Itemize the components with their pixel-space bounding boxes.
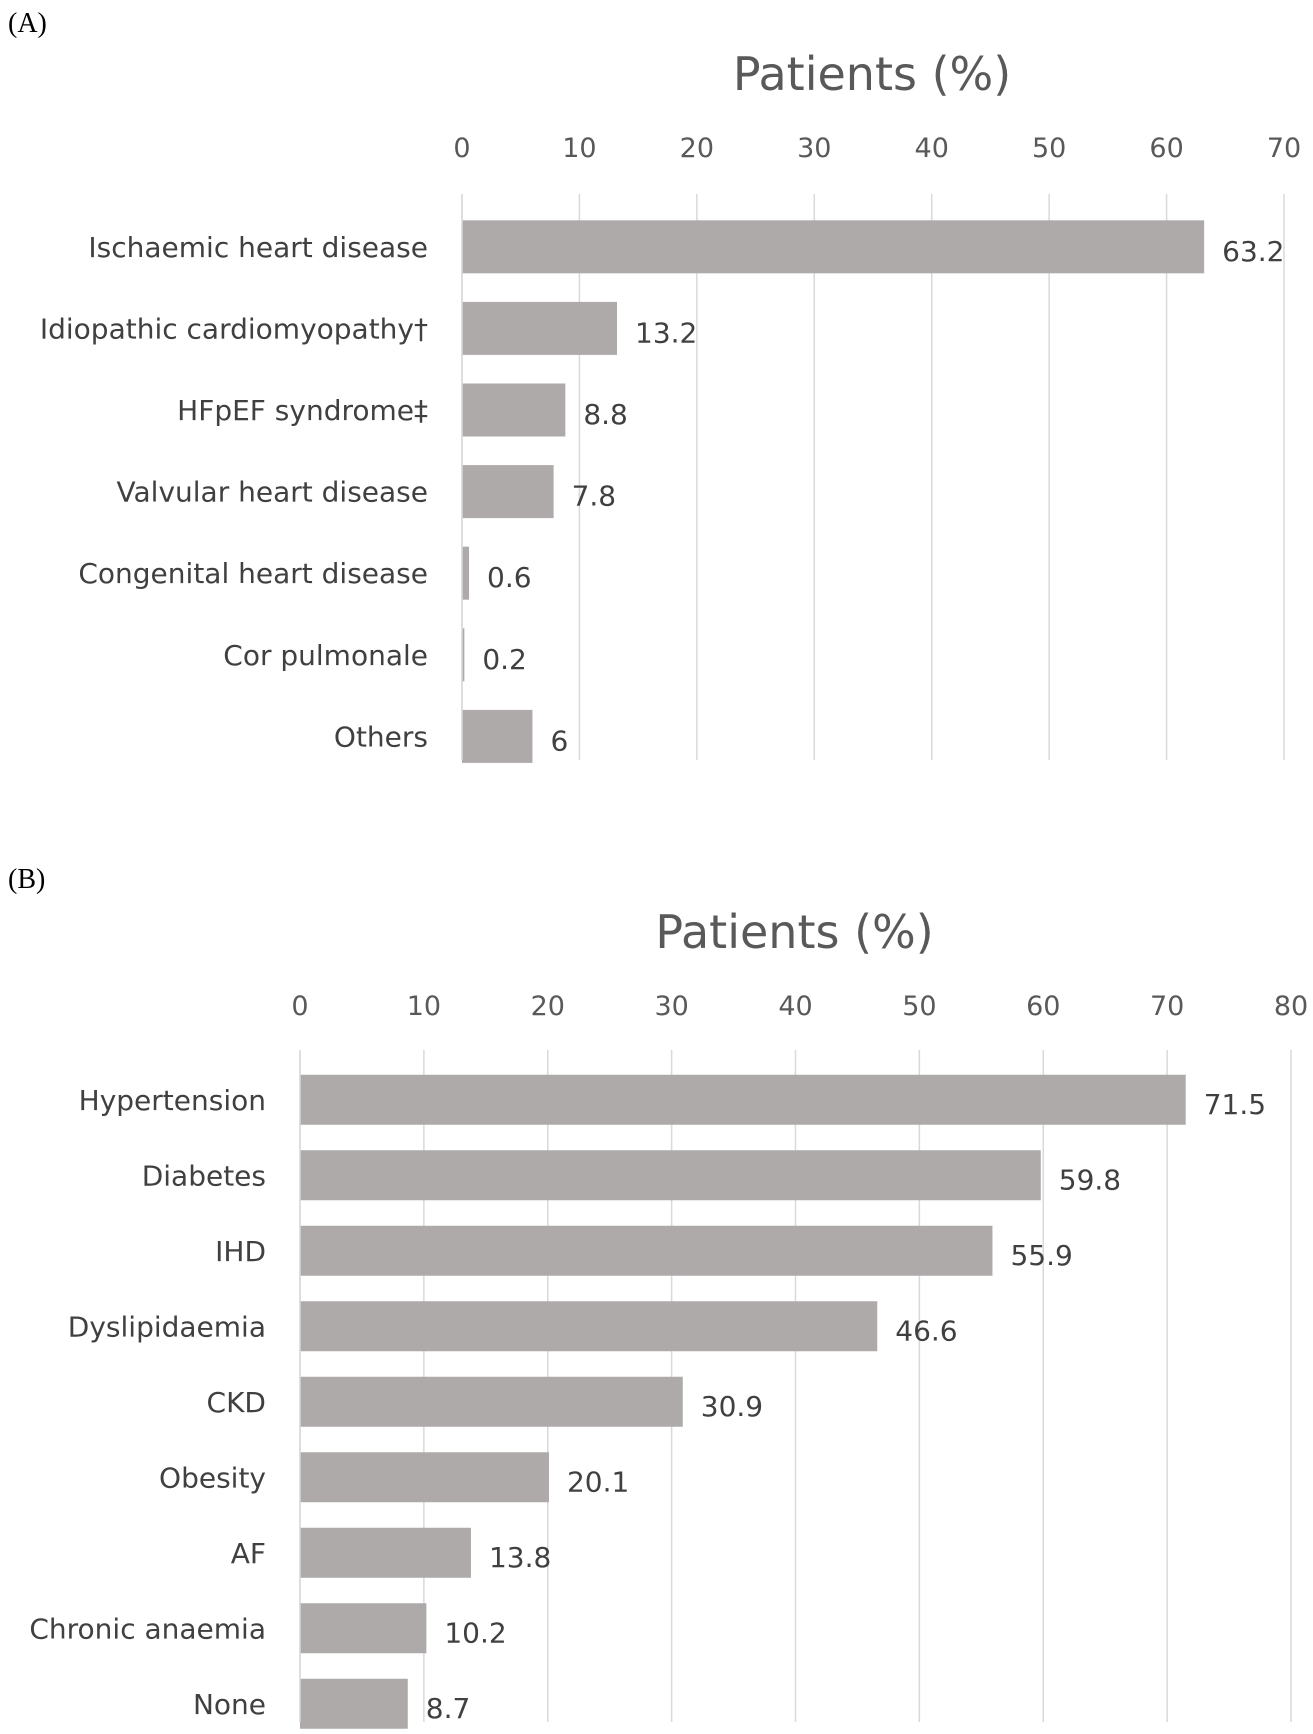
chart-a-category-label: HFpEF syndrome‡	[177, 394, 428, 427]
chart-a-category-label: Congenital heart disease	[78, 557, 428, 590]
chart-b-category-label: Chronic anaemia	[29, 1612, 266, 1645]
chart-b-data-label: 59.8	[1059, 1163, 1121, 1196]
chart-a-bar	[462, 383, 566, 437]
chart-b-tick-label: 0	[291, 991, 308, 1022]
chart-b-tick-label: 30	[654, 991, 688, 1022]
chart-a-bar	[462, 709, 533, 763]
chart-b-data-label: 55.9	[1010, 1239, 1072, 1272]
chart-b-tick-label: 40	[778, 991, 812, 1022]
chart-b-bar	[300, 1301, 878, 1352]
chart-a-tick-label: 0	[453, 133, 470, 164]
chart-a-data-label: 7.8	[572, 480, 617, 513]
chart-b-data-label: 13.8	[489, 1541, 551, 1574]
chart-b-data-label: 10.2	[444, 1616, 506, 1649]
chart-a-data-label: 0.2	[482, 643, 527, 676]
chart-b-bar	[300, 1527, 471, 1578]
chart-b-bar	[300, 1603, 427, 1654]
panel-label-a: (A)	[8, 8, 47, 39]
chart-a-tick-label: 40	[915, 133, 949, 164]
chart-b-bar	[300, 1376, 683, 1427]
chart-b-tick-label: 80	[1274, 991, 1308, 1022]
chart-b-category-label: Dyslipidaemia	[68, 1310, 266, 1343]
chart-b-tick-label: 10	[407, 991, 441, 1022]
chart-b-data-label: 20.1	[567, 1465, 629, 1498]
chart-b-category-label: None	[193, 1688, 266, 1721]
chart-a-bar	[462, 628, 465, 682]
chart-b-category-label: Obesity	[159, 1461, 266, 1494]
chart-a-tick-label: 10	[562, 133, 596, 164]
chart-a-category-label: Others	[334, 720, 428, 753]
chart-b-bar	[300, 1452, 549, 1503]
chart-b-tick-label: 70	[1150, 991, 1184, 1022]
chart-b-data-label: 71.5	[1204, 1088, 1266, 1121]
chart-a-data-label: 0.6	[487, 561, 532, 594]
chart-a-category-label: Idiopathic cardiomyopathy†	[40, 312, 428, 345]
chart-a-tick-label: 20	[680, 133, 714, 164]
chart-a-bar	[462, 546, 470, 600]
chart-b-data-label: 46.6	[895, 1314, 957, 1347]
chart-a-category-label: Cor pulmonale	[223, 639, 428, 672]
panel-label-b: (B)	[8, 864, 46, 895]
chart-a-bar	[462, 220, 1205, 274]
chart-b-category-label: CKD	[207, 1386, 266, 1419]
chart-b-bar	[300, 1074, 1186, 1125]
chart-b-data-label: 30.9	[701, 1390, 763, 1423]
chart-a-category-label: Ischaemic heart disease	[88, 231, 428, 264]
chart-b-category-label: IHD	[215, 1235, 266, 1268]
chart-b-bar	[300, 1225, 993, 1276]
chart-b-title: Patients (%)	[655, 905, 933, 959]
chart-a-bar	[462, 301, 618, 355]
chart-a-tick-label: 30	[797, 133, 831, 164]
chart-b-tick-label: 50	[902, 991, 936, 1022]
chart-b-data-label: 8.7	[426, 1692, 471, 1725]
chart-b-tick-label: 60	[1026, 991, 1060, 1022]
chart-b-tick-label: 20	[531, 991, 565, 1022]
chart-a-bar	[462, 465, 554, 519]
chart-a-data-label: 8.8	[583, 398, 628, 431]
chart-a-title: Patients (%)	[733, 47, 1011, 101]
chart-b-bar	[300, 1150, 1041, 1201]
chart-b-bar	[300, 1678, 408, 1729]
chart-a-tick-label: 70	[1267, 133, 1301, 164]
chart-a-data-label: 63.2	[1222, 235, 1284, 268]
chart-b-category-label: Hypertension	[79, 1084, 266, 1117]
chart-a-tick-label: 50	[1032, 133, 1066, 164]
chart-a-category-label: Valvular heart disease	[117, 476, 428, 509]
chart-b-category-label: AF	[231, 1537, 266, 1570]
chart-a-tick-label: 60	[1149, 133, 1183, 164]
chart-a-data-label: 6	[550, 724, 568, 757]
chart-b-category-label: Diabetes	[142, 1159, 266, 1192]
chart-a-data-label: 13.2	[635, 316, 697, 349]
